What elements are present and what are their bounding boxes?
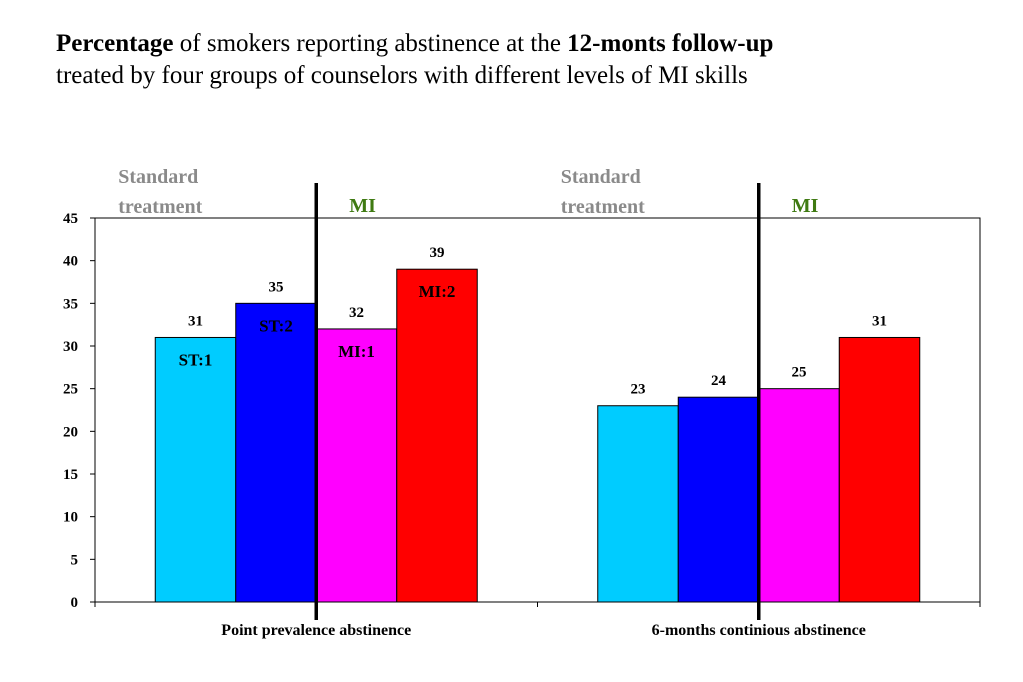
bar-series-label: MI:2 bbox=[419, 282, 456, 301]
standard-treatment-label: Standard bbox=[561, 166, 641, 188]
standard-treatment-label: Standard bbox=[118, 166, 198, 188]
category-label: 6-months continious abstinence bbox=[652, 622, 866, 639]
data-label: 31 bbox=[872, 313, 887, 329]
title-bold-followup: 12-monts follow-up bbox=[567, 30, 774, 57]
standard-treatment-label: treatment bbox=[118, 196, 202, 218]
group-annotations: Standard treatment MI Standard treatment MI bbox=[118, 166, 819, 620]
title-text-1: of smokers reporting abstinence at the bbox=[173, 30, 568, 57]
y-tick-label: 30 bbox=[63, 339, 78, 355]
bar-series-label: MI:1 bbox=[338, 342, 375, 361]
y-tick-label: 10 bbox=[63, 510, 78, 526]
data-label: 31 bbox=[188, 313, 203, 329]
bar bbox=[838, 336, 921, 603]
bar-series-label: ST:2 bbox=[259, 316, 293, 335]
y-axis: 0 5 10 15 20 25 30 35 40 45 bbox=[63, 211, 981, 611]
data-label: 35 bbox=[269, 279, 284, 295]
y-tick-label: 0 bbox=[71, 595, 79, 611]
chart-title: Percentage of smokers reporting abstinen… bbox=[56, 28, 996, 92]
data-label: 32 bbox=[349, 305, 364, 321]
bar bbox=[396, 268, 478, 603]
bar bbox=[154, 336, 237, 603]
bar-series-label: ST:1 bbox=[179, 350, 213, 369]
bar bbox=[315, 328, 398, 603]
bars-group: 31 ST:1 35 ST:2 32 MI:1 39 MI:2 23 24 25 31 bbox=[154, 245, 921, 603]
y-tick-label: 35 bbox=[63, 296, 78, 312]
bar bbox=[758, 388, 840, 603]
y-tick-label: 15 bbox=[63, 467, 78, 483]
y-tick-label: 25 bbox=[63, 382, 78, 398]
category-labels: Point prevalence abstinence 6-months cont… bbox=[221, 622, 866, 639]
standard-treatment-label: treatment bbox=[561, 196, 645, 218]
data-label: 23 bbox=[631, 382, 646, 398]
data-label: 25 bbox=[792, 365, 807, 381]
bar bbox=[235, 302, 317, 603]
title-line-2: treated by four groups of counselors wit… bbox=[56, 62, 748, 89]
bar bbox=[597, 405, 679, 603]
y-tick-label: 20 bbox=[63, 424, 78, 440]
category-label: Point prevalence abstinence bbox=[221, 622, 411, 639]
mi-label: MI bbox=[792, 195, 819, 217]
y-tick-label: 45 bbox=[63, 211, 78, 227]
y-tick-label: 5 bbox=[71, 552, 79, 568]
title-bold-percentage: Percentage bbox=[56, 30, 174, 57]
mi-label: MI bbox=[349, 195, 376, 217]
y-tick-label: 40 bbox=[63, 254, 78, 270]
data-label: 24 bbox=[711, 373, 727, 389]
data-label: 39 bbox=[430, 245, 445, 261]
bar bbox=[677, 396, 760, 603]
